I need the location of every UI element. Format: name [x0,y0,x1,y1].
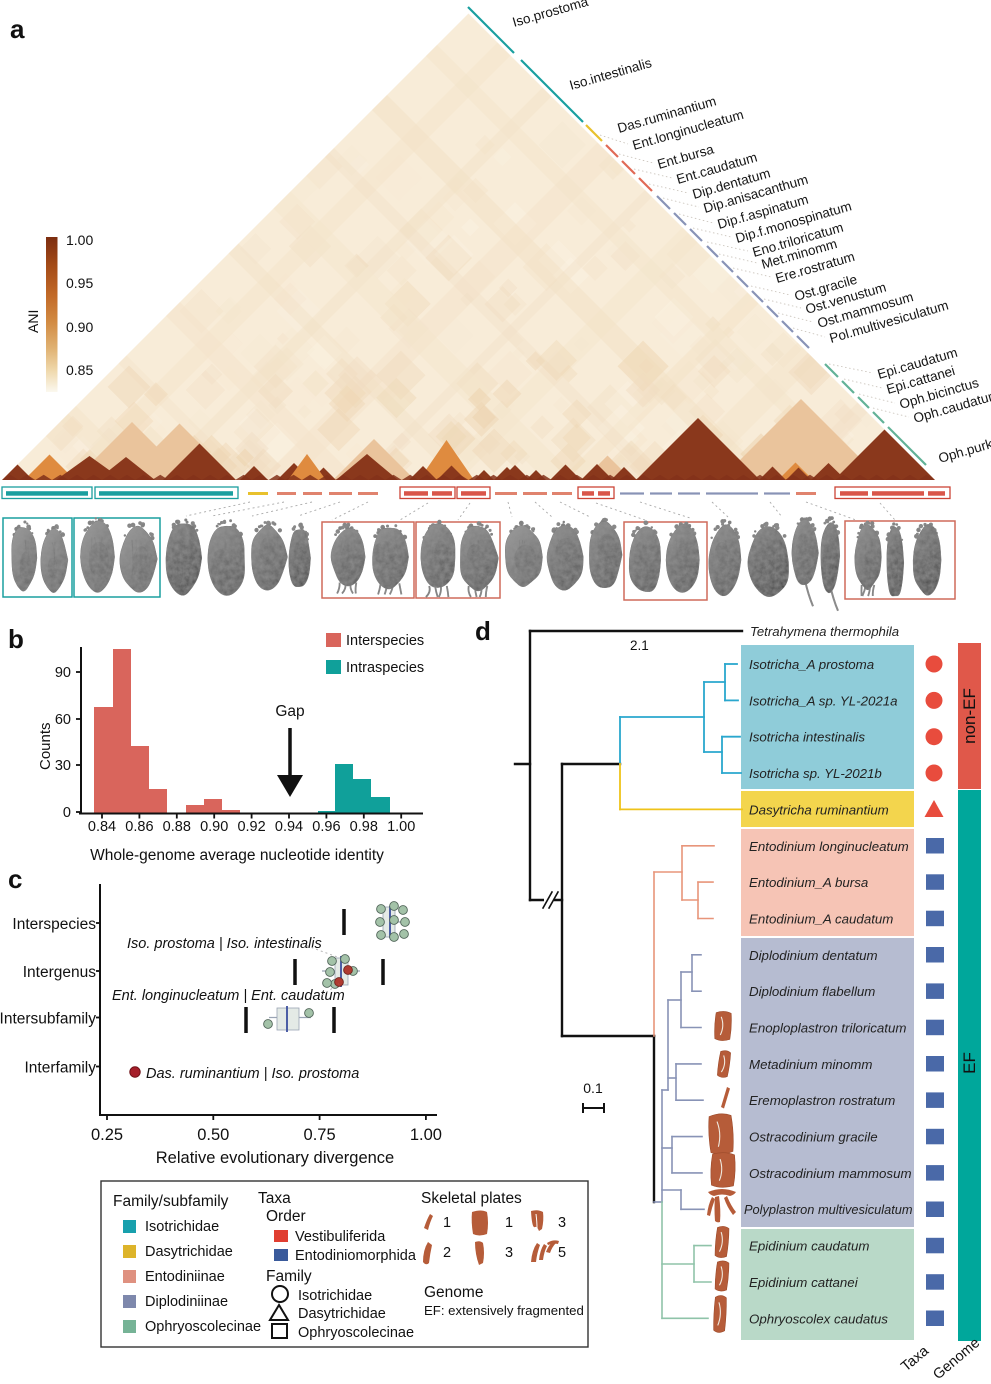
svg-text:Entodinium longinucleatum: Entodinium longinucleatum [749,839,909,854]
svg-text:Interspecies: Interspecies [346,633,424,649]
svg-text:Vestibuliferida: Vestibuliferida [295,1229,386,1245]
svg-text:non-EF: non-EF [960,688,979,744]
svg-text:Diplodinium dentatum: Diplodinium dentatum [749,948,878,963]
svg-text:Isotricha intestinalis: Isotricha intestinalis [749,730,865,745]
svg-text:Dasytricha ruminantium: Dasytricha ruminantium [749,802,889,817]
svg-text:Genome: Genome [424,1284,483,1301]
svg-text:EF: EF [960,1052,979,1074]
svg-text:5: 5 [558,1245,566,1261]
svg-text:Ostracodinium mammosum: Ostracodinium mammosum [749,1166,912,1181]
svg-text:Order: Order [266,1208,306,1225]
svg-text:0.95: 0.95 [66,275,93,291]
svg-text:0.94: 0.94 [275,819,303,835]
svg-text:0: 0 [63,805,71,821]
svg-text:Taxa: Taxa [258,1190,291,1207]
svg-text:Ophryoscolecinae: Ophryoscolecinae [298,1325,414,1341]
svg-text:0.85: 0.85 [66,362,93,378]
svg-text:0.96: 0.96 [312,819,340,835]
svg-text:2: 2 [443,1245,451,1261]
svg-text:1: 1 [505,1215,513,1231]
svg-text:0.90: 0.90 [200,819,228,835]
svg-text:Entodinium_A bursa: Entodinium_A bursa [749,875,868,890]
svg-text:Isotricha sp. YL-2021b: Isotricha sp. YL-2021b [749,766,882,781]
svg-text:Entodinium_A caudatum: Entodinium_A caudatum [749,912,893,927]
svg-text:Skeletal plates: Skeletal plates [421,1190,522,1207]
svg-text:Polyplastron multivesiculatum: Polyplastron multivesiculatum [744,1202,913,1217]
svg-text:1.00: 1.00 [410,1126,442,1144]
svg-text:Isotrichidae: Isotrichidae [145,1219,219,1235]
svg-text:Interfamily: Interfamily [25,1060,97,1077]
svg-text:Genome: Genome [930,1335,983,1383]
svg-text:1.00: 1.00 [387,819,415,835]
svg-text:Metadinium minomm: Metadinium minomm [749,1057,872,1072]
svg-text:0.75: 0.75 [304,1126,336,1144]
svg-text:Iso.prostoma: Iso.prostoma [511,0,591,30]
svg-text:0.25: 0.25 [91,1126,123,1144]
svg-text:Eremoplastron rostratum: Eremoplastron rostratum [749,1093,895,1108]
svg-text:Das. ruminantium | Iso. prosto: Das. ruminantium | Iso. prostoma [146,1066,359,1082]
svg-text:Iso.intestinalis: Iso.intestinalis [568,55,654,93]
svg-text:Taxa: Taxa [898,1343,932,1376]
svg-text:a: a [10,14,25,44]
svg-text:Enoploplastron triloricatum: Enoploplastron triloricatum [749,1021,906,1036]
svg-text:d: d [475,616,491,646]
svg-text:Diplodiniinae: Diplodiniinae [145,1294,228,1310]
svg-text:60: 60 [55,712,71,728]
svg-text:Iso. prostoma | Iso. intestina: Iso. prostoma | Iso. intestinalis [127,936,322,952]
svg-text:Epidinium cattanei: Epidinium cattanei [749,1275,859,1290]
svg-text:EF: extensively fragmented: EF: extensively fragmented [424,1303,584,1318]
svg-text:0.88: 0.88 [163,819,191,835]
svg-text:Isotrichidae: Isotrichidae [298,1288,372,1304]
svg-text:Entodiniinae: Entodiniinae [145,1269,225,1285]
svg-text:Ent. longinucleatum | Ent. cau: Ent. longinucleatum | Ent. caudatum [112,988,345,1004]
svg-text:Interspecies: Interspecies [12,916,96,933]
svg-text:c: c [8,864,22,894]
svg-text:0.90: 0.90 [66,319,93,335]
svg-text:1: 1 [443,1215,451,1231]
svg-text:Intersubfamily: Intersubfamily [0,1011,96,1028]
svg-text:3: 3 [558,1215,566,1231]
svg-text:Isotricha_A sp. YL-2021a: Isotricha_A sp. YL-2021a [749,693,898,708]
svg-text:Diplodinium flabellum: Diplodinium flabellum [749,984,875,999]
svg-text:1.00: 1.00 [66,232,93,248]
svg-text:ANI: ANI [25,310,41,333]
svg-text:Ophryoscolex caudatus: Ophryoscolex caudatus [749,1311,888,1326]
svg-text:Dasytrichidae: Dasytrichidae [298,1306,386,1322]
svg-text:Tetrahymena thermophila: Tetrahymena thermophila [750,624,899,639]
svg-text:0.50: 0.50 [197,1126,229,1144]
svg-text:Intraspecies: Intraspecies [346,660,424,676]
svg-text:Family/subfamily: Family/subfamily [113,1193,229,1210]
svg-text:0.1: 0.1 [583,1080,603,1096]
svg-text:b: b [8,624,24,654]
svg-text:Entodiniomorphida: Entodiniomorphida [295,1248,417,1264]
svg-text:0.86: 0.86 [125,819,153,835]
svg-text:0.98: 0.98 [350,819,378,835]
svg-text:Ophryoscolecinae: Ophryoscolecinae [145,1319,261,1335]
svg-text:Dasytrichidae: Dasytrichidae [145,1244,233,1260]
svg-text:90: 90 [55,665,71,681]
svg-text:Whole-genome average nucleotid: Whole-genome average nucleotide identity [90,847,384,864]
svg-text:Counts: Counts [37,722,54,770]
svg-text:3: 3 [505,1245,513,1261]
svg-text:30: 30 [55,758,71,774]
svg-text:Relative evolutionary divergen: Relative evolutionary divergence [156,1149,394,1167]
svg-text:0.92: 0.92 [237,819,265,835]
svg-text:Intergenus: Intergenus [23,964,96,981]
svg-text:2.1: 2.1 [630,638,649,653]
svg-text:Ostracodinium gracile: Ostracodinium gracile [749,1130,878,1145]
svg-text:0.84: 0.84 [88,819,116,835]
svg-text:Family: Family [266,1268,312,1285]
svg-text:Isotricha_A prostoma: Isotricha_A prostoma [749,657,874,672]
svg-text:Epidinium caudatum: Epidinium caudatum [749,1239,869,1254]
svg-text:Oph.purkynjei: Oph.purkynjei [937,429,991,466]
svg-text:Gap: Gap [275,703,304,720]
